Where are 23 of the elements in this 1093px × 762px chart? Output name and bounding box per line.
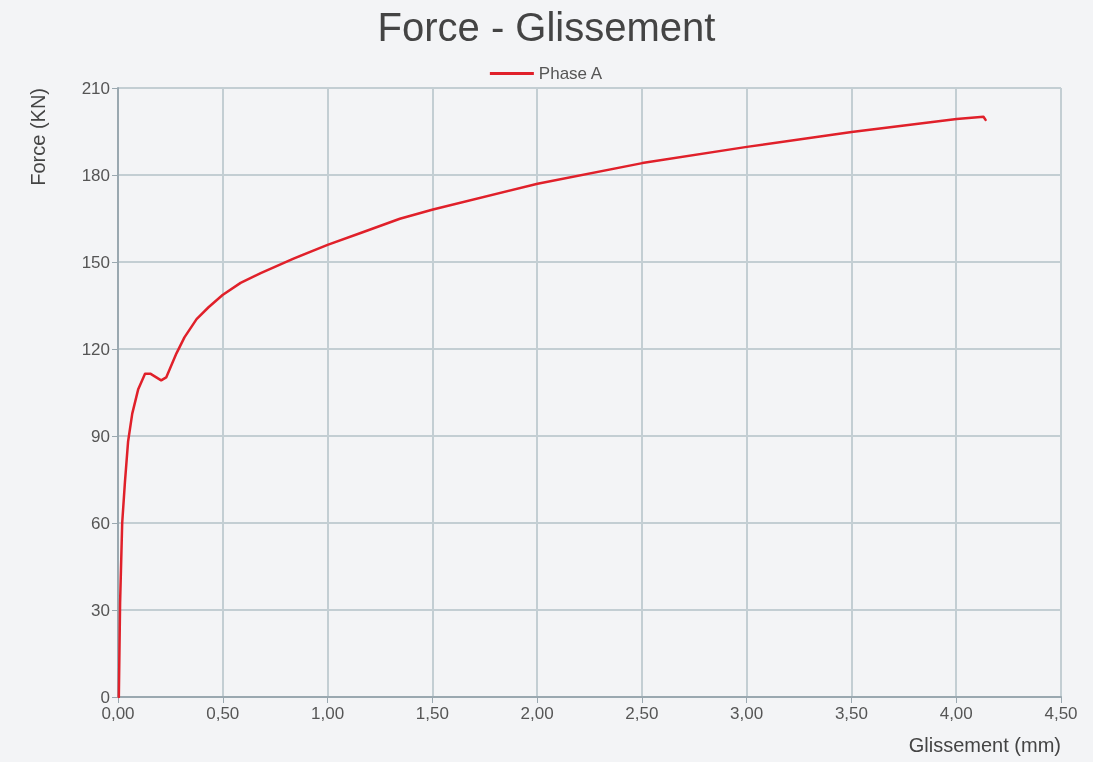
x-tick-label: 4,50 <box>1044 704 1078 723</box>
x-axis-title: Glissement (mm) <box>908 734 1061 756</box>
x-tick-label: 3,50 <box>834 704 868 723</box>
y-tick-label: 90 <box>91 426 110 446</box>
x-tick-label: 2,00 <box>520 704 554 723</box>
x-tick-label: 1,50 <box>415 704 449 723</box>
y-tick-label: 180 <box>81 165 110 185</box>
y-tick-label: 210 <box>81 78 110 98</box>
chart-title: Force - Glissement <box>377 5 716 49</box>
y-tick-label: 0 <box>100 687 110 707</box>
x-tick-label: 4,00 <box>939 704 973 723</box>
x-tick-label: 3,00 <box>730 704 764 723</box>
legend-label: Phase A <box>538 64 603 83</box>
y-axis-title: Force (KN) <box>27 88 49 186</box>
x-tick-label: 0,00 <box>101 704 135 723</box>
y-tick-label: 150 <box>81 252 110 272</box>
x-tick-label: 1,00 <box>311 704 345 723</box>
x-tick-label: 0,50 <box>206 704 240 723</box>
x-tick-label: 2,50 <box>625 704 659 723</box>
y-tick-label: 60 <box>91 513 110 533</box>
y-tick-label: 30 <box>91 600 110 620</box>
line-series <box>117 115 987 699</box>
y-tick-label: 120 <box>81 339 110 359</box>
